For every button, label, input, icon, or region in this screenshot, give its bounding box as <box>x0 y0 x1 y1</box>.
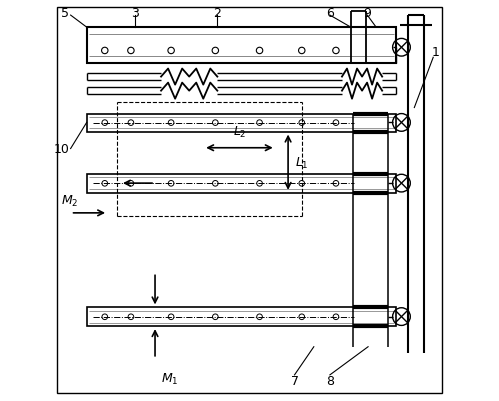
Text: 3: 3 <box>131 7 139 20</box>
Text: $L_1$: $L_1$ <box>295 155 309 170</box>
Text: $M_2$: $M_2$ <box>60 193 78 209</box>
Bar <box>87 174 396 193</box>
Text: 9: 9 <box>363 7 371 20</box>
Text: $L_2$: $L_2$ <box>233 124 246 140</box>
Text: 6: 6 <box>326 7 334 20</box>
Text: 7: 7 <box>290 374 298 387</box>
Text: 8: 8 <box>326 374 334 387</box>
Text: 10: 10 <box>54 143 70 156</box>
Text: $M_1$: $M_1$ <box>161 371 179 386</box>
Bar <box>87 28 396 64</box>
Text: 2: 2 <box>214 7 221 20</box>
Text: 5: 5 <box>60 7 68 20</box>
Bar <box>87 114 396 132</box>
Text: 1: 1 <box>431 46 439 59</box>
Bar <box>87 308 396 326</box>
